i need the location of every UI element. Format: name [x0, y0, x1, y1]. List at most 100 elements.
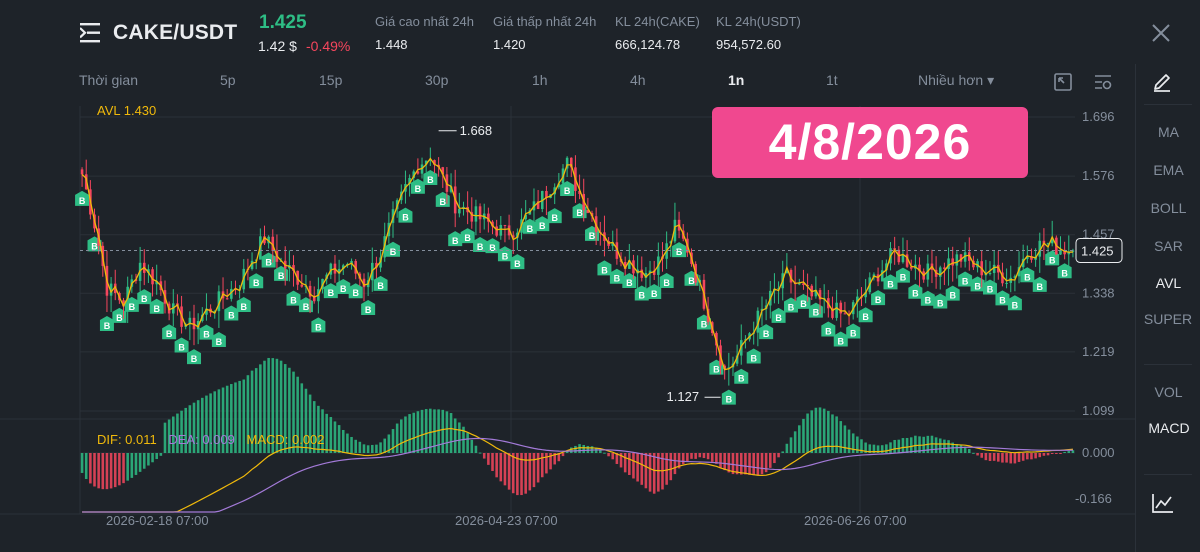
candle-body — [109, 283, 113, 296]
candle-body — [565, 157, 569, 169]
chart-settings-icon[interactable] — [1093, 72, 1113, 92]
macd-histogram-bar — [673, 453, 677, 475]
buy-marker-label: B — [1049, 255, 1056, 265]
candle-body — [785, 269, 789, 274]
buy-marker-label: B — [166, 329, 173, 339]
price-axis-label: 1.219 — [1082, 344, 1115, 359]
macd-histogram-bar — [619, 453, 623, 468]
macd-histogram-bar — [511, 453, 515, 494]
buy-marker: B — [423, 170, 438, 186]
buy-marker-label: B — [452, 236, 459, 246]
macd-histogram-bar — [1067, 451, 1071, 453]
candle-body — [905, 254, 909, 267]
candle-body — [429, 160, 432, 162]
indicator-macd[interactable]: MACD — [1148, 420, 1190, 436]
macd-histogram-bar — [893, 439, 896, 453]
indicator-avl[interactable]: AVL — [1155, 275, 1182, 291]
buy-marker-shape — [274, 265, 289, 281]
macd-histogram-bar — [267, 357, 270, 453]
candle-body — [267, 236, 270, 244]
macd-histogram-bar — [1050, 453, 1054, 454]
tf-1n[interactable]: 1n — [728, 72, 745, 88]
macd-histogram-bar — [238, 380, 241, 453]
macd-histogram-bar — [184, 407, 188, 453]
indicator-vol[interactable]: VOL — [1154, 384, 1183, 400]
macd-histogram-bar — [669, 453, 673, 481]
low-marker-label: 1.127 — [667, 389, 700, 404]
macd-histogram-bar — [441, 409, 445, 453]
macd-histogram-bar — [851, 433, 855, 453]
macd-histogram-bar — [735, 453, 739, 475]
buy-marker-shape — [448, 231, 463, 247]
candle-body — [1071, 250, 1075, 252]
indicator-ma[interactable]: MA — [1158, 124, 1179, 140]
buy-marker-shape — [323, 283, 338, 299]
indicator-super[interactable]: SUPER — [1143, 311, 1193, 327]
pair-title[interactable]: CAKE/USDT — [113, 21, 238, 44]
macd-histogram-bar — [180, 410, 183, 453]
macd-histogram-bar — [288, 367, 291, 453]
macd-histogram-bar — [553, 453, 556, 465]
candle-body — [80, 169, 84, 175]
candle-body — [997, 264, 1000, 273]
macd-histogram-bar — [574, 445, 577, 453]
macd-histogram-bar — [536, 453, 540, 483]
tf-4h[interactable]: 4h — [630, 72, 646, 88]
tf-15p[interactable]: 15p — [319, 72, 343, 88]
macd-histogram-bar — [1059, 453, 1062, 454]
indicator-boll[interactable]: BOLL — [1150, 200, 1187, 216]
macd-histogram-bar — [789, 437, 793, 453]
price-chart[interactable]: 1.696 1.576 1.457 1.338 1.219 1.099 0.000 -0.16… — [0, 96, 1135, 536]
buy-marker: B — [597, 260, 612, 276]
indicator-sar[interactable]: SAR — [1154, 238, 1183, 254]
candle-body — [586, 210, 590, 213]
buy-marker-shape — [933, 293, 948, 309]
macd-histogram-bar — [400, 419, 403, 453]
macd-histogram-bar — [346, 433, 349, 453]
macd-histogram-bar — [806, 413, 809, 453]
macd-histogram-bar — [341, 429, 345, 453]
fullscreen-icon[interactable] — [1053, 72, 1073, 92]
tf-5p[interactable]: 5p — [220, 72, 236, 88]
buy-marker: B — [945, 285, 960, 301]
tf-time[interactable]: Thời gian — [79, 72, 138, 88]
macd-histogram-bar — [391, 429, 395, 453]
tf-30p[interactable]: 30p — [425, 72, 449, 88]
candle-body — [1050, 237, 1054, 244]
candle-body — [524, 214, 527, 220]
tf-1t[interactable]: 1t — [826, 72, 838, 88]
buy-marker-label: B — [203, 330, 210, 340]
price-axis-label: 1.338 — [1082, 285, 1115, 300]
candle-body — [205, 308, 208, 315]
macd-histogram-bar — [503, 453, 507, 486]
buy-marker-label: B — [788, 302, 795, 312]
macd-histogram-bar — [317, 405, 320, 453]
tf-more[interactable]: Nhiều hơn ▾ — [918, 72, 995, 88]
macd-histogram-bar — [723, 453, 726, 471]
candle-body — [1026, 256, 1029, 259]
indicator-chart-icon[interactable] — [1151, 492, 1175, 514]
buy-marker: B — [236, 297, 251, 313]
stat-value: 666,124.78 — [615, 37, 681, 52]
indicator-ema[interactable]: EMA — [1153, 162, 1184, 178]
macd-histogram-bar — [885, 444, 888, 453]
buy-marker-shape — [672, 242, 687, 258]
candle-body — [470, 212, 474, 222]
candle-body — [1038, 240, 1042, 257]
draw-pen-icon[interactable] — [1151, 70, 1173, 92]
buy-marker-shape — [1007, 295, 1022, 311]
tf-1h[interactable]: 1h — [532, 72, 548, 88]
buy-marker-shape — [796, 293, 811, 309]
macd-histogram-bar — [831, 414, 834, 453]
buy-marker-label: B — [328, 288, 335, 298]
macd-histogram-bar — [1009, 453, 1013, 464]
macd-histogram-bar — [192, 402, 196, 453]
close-icon[interactable] — [1150, 22, 1172, 44]
buy-marker-shape — [871, 290, 886, 306]
macd-histogram-bar — [681, 453, 685, 465]
macd-histogram-bar — [171, 416, 175, 453]
candle-body — [433, 160, 436, 165]
menu-icon[interactable] — [80, 22, 104, 44]
macd-histogram-bar — [702, 453, 706, 459]
macd-histogram-bar — [918, 436, 921, 453]
